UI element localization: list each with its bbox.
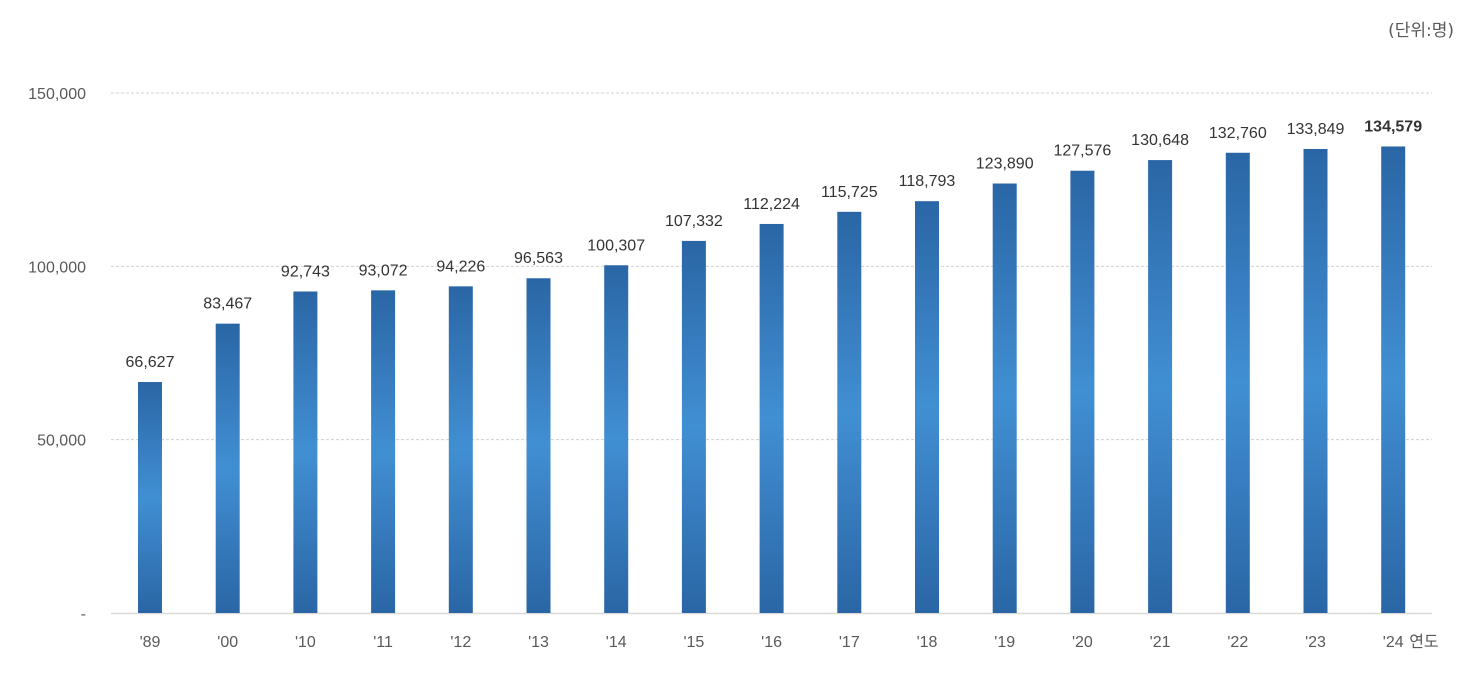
data-label: 134,579 bbox=[1364, 118, 1422, 135]
bar bbox=[681, 240, 706, 614]
data-label: 93,072 bbox=[359, 262, 408, 279]
bar bbox=[1225, 152, 1250, 614]
unit-label: (단위:명) bbox=[1388, 21, 1454, 41]
x-tick-label: '14 bbox=[606, 634, 627, 651]
x-tick-label: '10 bbox=[295, 634, 316, 651]
x-tick-label: '12 bbox=[450, 634, 471, 651]
x-tick-label: '16 bbox=[761, 634, 782, 651]
data-label: 96,563 bbox=[514, 250, 563, 267]
data-label: 130,648 bbox=[1131, 132, 1189, 149]
bar bbox=[759, 223, 784, 614]
data-label: 66,627 bbox=[126, 354, 175, 371]
data-label: 123,890 bbox=[976, 156, 1034, 173]
x-tick-label: '89 bbox=[140, 634, 161, 651]
x-tick-label: '00 bbox=[217, 634, 238, 651]
bar bbox=[293, 291, 318, 613]
data-label: 118,793 bbox=[899, 173, 956, 190]
bar bbox=[215, 323, 240, 613]
x-tick-label: '11 bbox=[373, 634, 393, 651]
bar bbox=[371, 290, 396, 613]
x-tick-label: '13 bbox=[528, 634, 549, 651]
data-label: 133,849 bbox=[1287, 121, 1345, 138]
bar bbox=[837, 211, 862, 613]
x-tick-label: '17 bbox=[839, 634, 860, 651]
bar bbox=[1148, 160, 1173, 614]
y-tick-label: 50,000 bbox=[37, 433, 86, 450]
x-tick-label: '19 bbox=[994, 634, 1015, 651]
x-tick-label: '23 bbox=[1305, 634, 1326, 651]
bar bbox=[526, 278, 551, 613]
data-label: 100,307 bbox=[587, 237, 645, 254]
bar bbox=[604, 265, 629, 613]
x-axis-title: 연도 bbox=[1409, 632, 1438, 651]
x-tick-label: '22 bbox=[1227, 634, 1248, 651]
y-tick-label: - bbox=[81, 606, 86, 623]
y-tick-label: 100,000 bbox=[28, 259, 86, 276]
x-tick-label: '20 bbox=[1072, 634, 1093, 651]
data-label: 107,332 bbox=[665, 213, 723, 230]
y-tick-label: 150,000 bbox=[28, 86, 86, 103]
bar bbox=[992, 183, 1017, 614]
data-label: 92,743 bbox=[281, 263, 330, 280]
bar bbox=[448, 286, 473, 613]
data-label: 112,224 bbox=[743, 196, 800, 213]
data-label: 127,576 bbox=[1053, 143, 1111, 160]
data-label: 132,760 bbox=[1209, 125, 1267, 142]
x-tick-label: '15 bbox=[683, 634, 704, 651]
data-label: 83,467 bbox=[203, 296, 252, 313]
x-tick-label: '18 bbox=[917, 634, 938, 651]
bar bbox=[1381, 146, 1406, 613]
bar bbox=[138, 382, 162, 613]
bar bbox=[1070, 170, 1095, 614]
data-label: 94,226 bbox=[436, 258, 485, 275]
x-tick-label: '24 bbox=[1383, 634, 1404, 651]
data-label: 115,725 bbox=[821, 184, 878, 201]
bar bbox=[1303, 148, 1328, 614]
x-tick-label: '21 bbox=[1150, 634, 1171, 651]
bar bbox=[915, 201, 939, 613]
